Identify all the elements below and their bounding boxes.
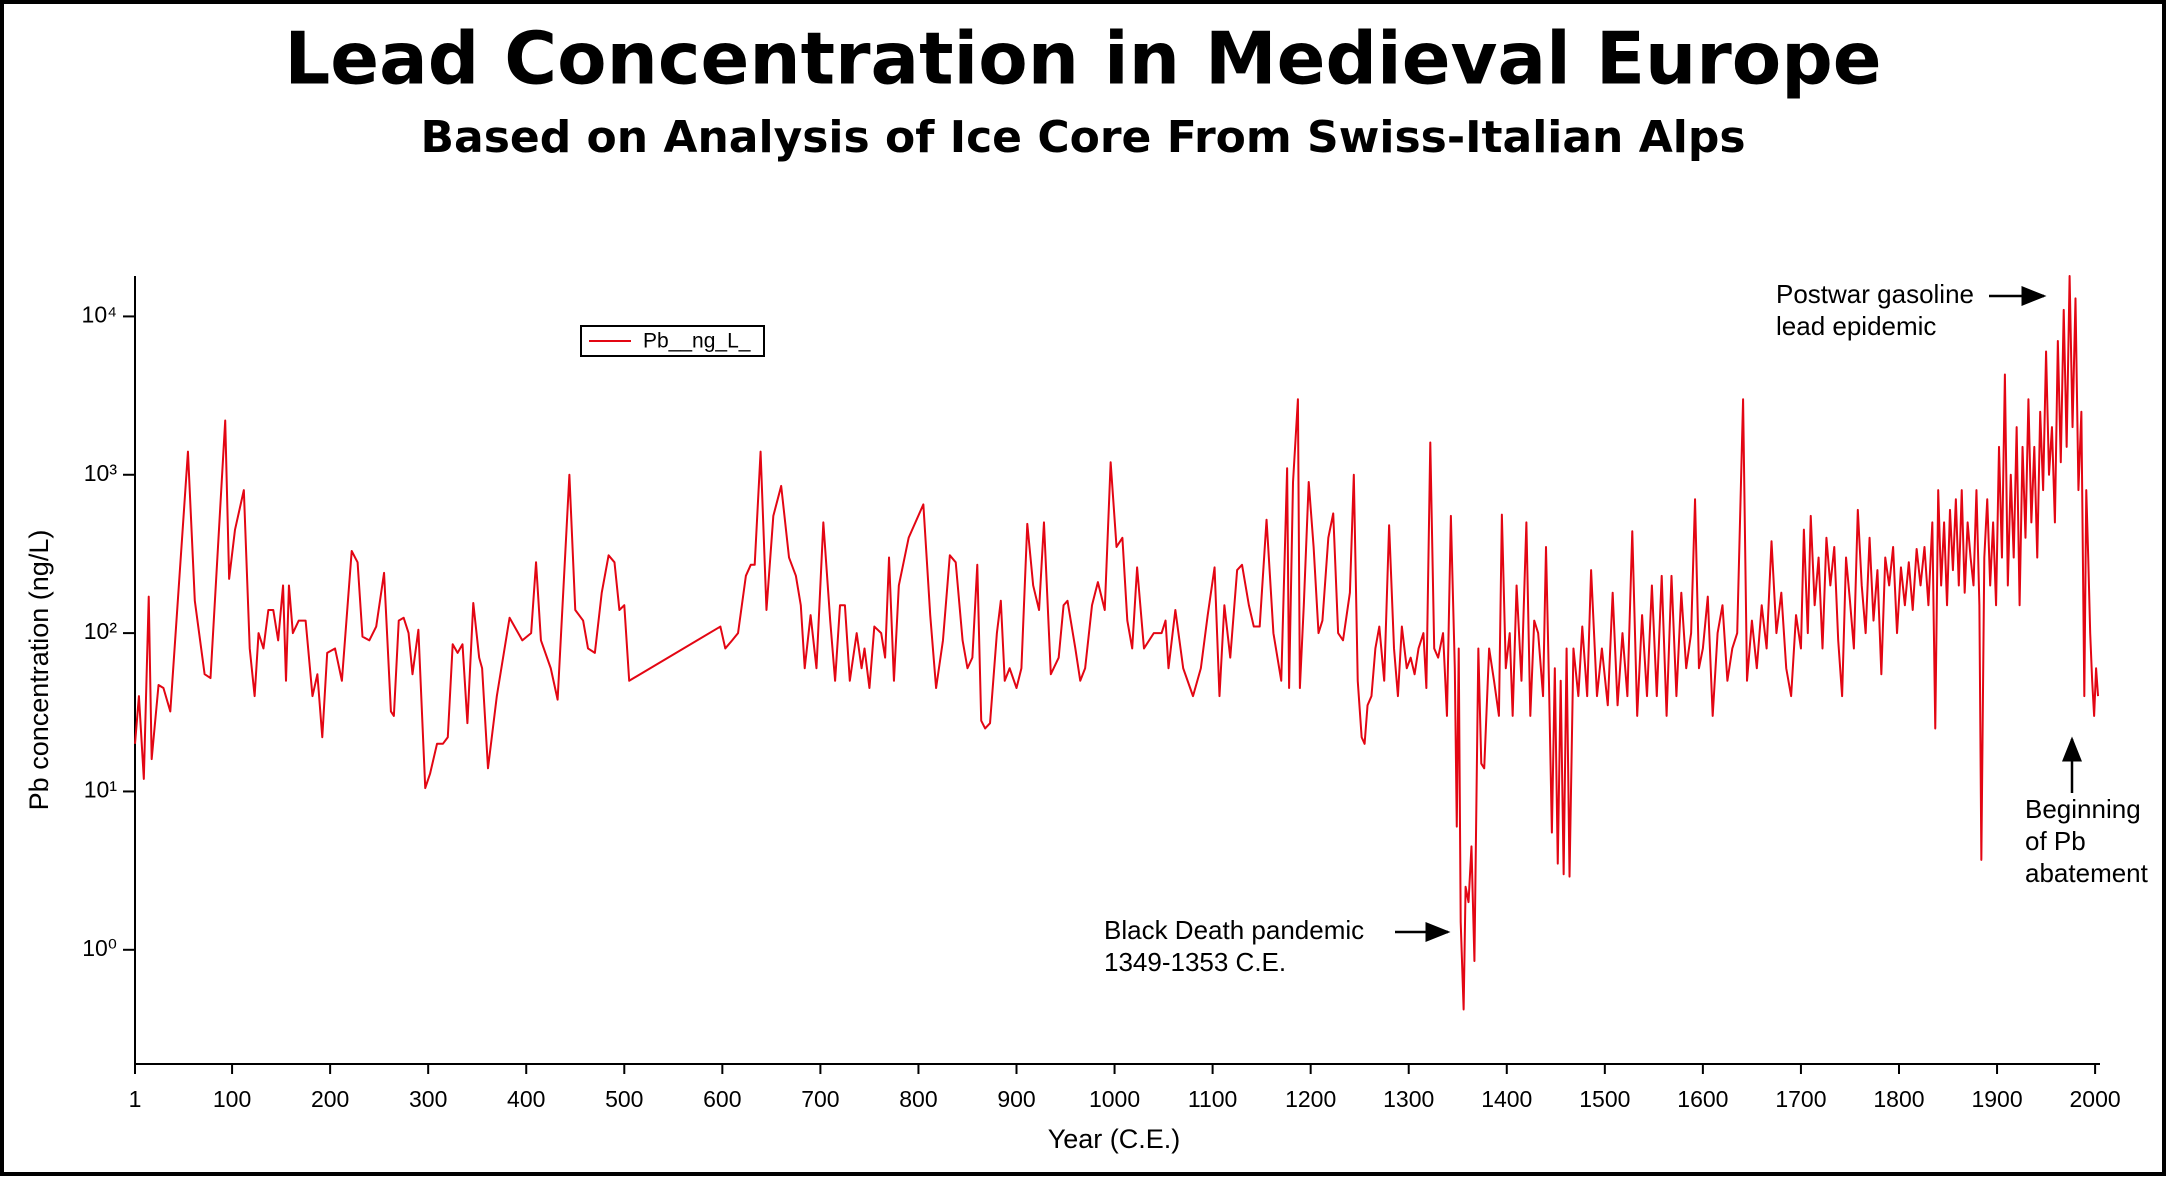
- annotation: Postwar gasoline: [1776, 279, 1974, 309]
- x-tick-label: 1200: [1285, 1086, 1336, 1112]
- x-tick-label: 900: [997, 1086, 1035, 1112]
- annotation: Beginning: [2025, 794, 2141, 824]
- annotation: of Pb: [2025, 826, 2086, 856]
- y-tick-label: 10¹: [84, 777, 118, 803]
- y-tick-label: 10⁴: [82, 301, 117, 327]
- x-tick-label: 1: [129, 1086, 142, 1112]
- y-tick-label: 10³: [84, 460, 118, 486]
- x-tick-label: 1600: [1677, 1086, 1728, 1112]
- x-tick-label: 1100: [1188, 1086, 1237, 1112]
- x-tick-label: 100: [213, 1086, 251, 1112]
- x-tick-label: 500: [605, 1086, 643, 1112]
- x-tick-label: 300: [409, 1086, 447, 1112]
- x-axis-label: Year (C.E.): [1048, 1124, 1181, 1154]
- x-tick-label: 2000: [2070, 1086, 2121, 1112]
- data-line: [134, 275, 2100, 1011]
- x-tick-label: 800: [899, 1086, 937, 1112]
- y-tick-label: 10⁰: [82, 935, 117, 961]
- x-tick-label: 1800: [1873, 1086, 1924, 1112]
- x-tick-label: 1700: [1775, 1086, 1826, 1112]
- x-tick-label: 600: [703, 1086, 741, 1112]
- y-axis-label: Pb concentration (ng/L): [24, 530, 54, 811]
- legend-label: Pb__ng_L_: [643, 330, 751, 353]
- annotation: Black Death pandemic: [1104, 915, 1364, 945]
- annotation: abatement: [2025, 858, 2149, 888]
- x-tick-label: 200: [311, 1086, 349, 1112]
- x-tick-label: 400: [507, 1086, 545, 1112]
- chart-subtitle: Based on Analysis of Ice Core From Swiss…: [420, 112, 1745, 163]
- annotation: 1349-1353 C.E.: [1104, 947, 1286, 977]
- x-tick-label: 1000: [1089, 1086, 1140, 1112]
- x-tick-label: 1900: [1971, 1086, 2022, 1112]
- annotation: lead epidemic: [1776, 311, 1936, 341]
- x-tick-label: 1300: [1383, 1086, 1434, 1112]
- x-tick-label: 700: [801, 1086, 839, 1112]
- y-tick-label: 10²: [84, 618, 118, 644]
- chart-title: Lead Concentration in Medieval Europe: [284, 17, 1881, 101]
- x-tick-label: 1400: [1481, 1086, 1532, 1112]
- x-tick-label: 1500: [1579, 1086, 1630, 1112]
